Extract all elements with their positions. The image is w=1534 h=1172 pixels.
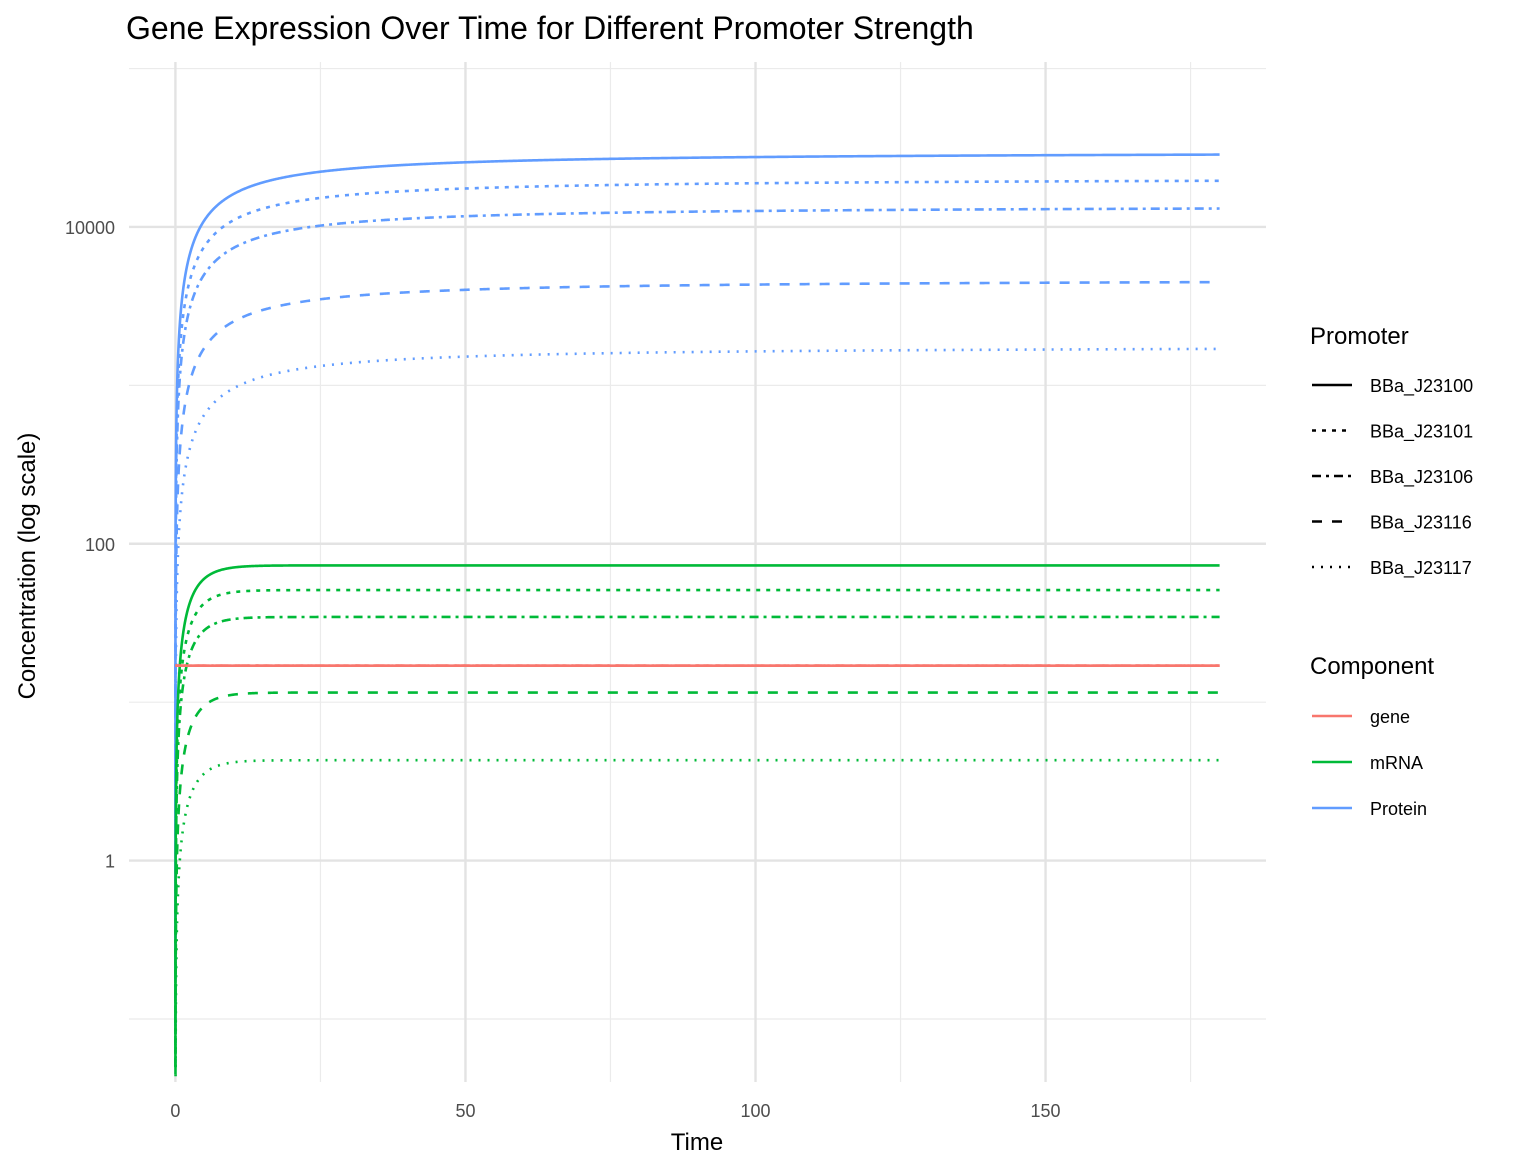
series-protein-bba-j23101 xyxy=(174,179,1220,998)
grid xyxy=(129,62,1266,1082)
series-mrna-bba-j23101 xyxy=(174,588,1220,1064)
component-legend: Component gene mRNA Protein xyxy=(1310,653,1434,819)
series-mrna-bba-j23106 xyxy=(174,615,1220,1068)
series-protein-bba-j23116 xyxy=(174,280,1220,995)
legend-label-gene: gene xyxy=(1370,707,1410,727)
legend-label-bba-j23116: BBa_J23116 xyxy=(1370,513,1472,534)
series-mrna-bba-j23116 xyxy=(174,691,1220,1075)
x-tick-label: 150 xyxy=(1031,1101,1061,1121)
component-legend-title: Component xyxy=(1310,653,1434,680)
chart-title: Gene Expression Over Time for Different … xyxy=(126,10,974,46)
series-protein-bba-j23100 xyxy=(174,153,1220,972)
x-tick-label: 0 xyxy=(170,1101,180,1121)
legend-label-bba-j23117: BBa_J23117 xyxy=(1370,558,1472,579)
legend-label-bba-j23101: BBa_J23101 xyxy=(1370,422,1473,443)
legend-label-bba-j23100: BBa_J23100 xyxy=(1370,376,1473,397)
promoter-legend-title: Promoter xyxy=(1310,323,1409,350)
series-mrna-bba-j23117 xyxy=(174,758,1220,1077)
tick-layer: 0 50 100 150 1 100 10000 xyxy=(65,218,1061,1121)
series-layer xyxy=(174,153,1220,1077)
y-axis-label: Concentration (log scale) xyxy=(14,433,41,700)
series-protein-bba-j23117 xyxy=(174,347,1220,1062)
promoter-legend: Promoter BBa_J23100 BBa_J23101 BBa_J23106 B… xyxy=(1310,323,1473,579)
x-tick-label: 100 xyxy=(740,1101,770,1121)
series-protein-bba-j23106 xyxy=(174,207,1220,1026)
x-tick-label: 50 xyxy=(455,1101,475,1121)
y-tick-label: 10000 xyxy=(65,218,115,238)
y-tick-label: 1 xyxy=(105,852,115,872)
legend-label-bba-j23106: BBa_J23106 xyxy=(1370,467,1473,488)
series-mrna-bba-j23100 xyxy=(174,564,1220,1067)
y-tick-label: 100 xyxy=(85,535,115,555)
x-axis-label: Time xyxy=(671,1129,723,1156)
legend-label-protein: Protein xyxy=(1370,799,1427,819)
legend-label-mrna: mRNA xyxy=(1370,753,1423,773)
